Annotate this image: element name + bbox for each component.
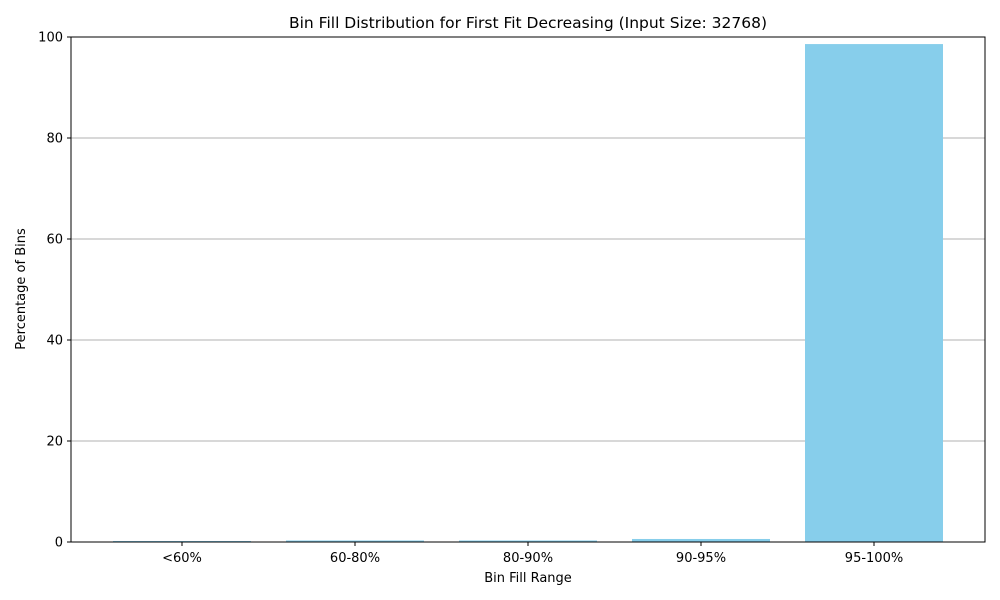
x-tick-label: 90-95% bbox=[676, 551, 726, 566]
x-axis-ticks: <60% 60-80% 80-90% 90-95% 95-100% bbox=[162, 542, 903, 566]
x-tick-label: <60% bbox=[162, 551, 202, 566]
bar bbox=[459, 540, 597, 542]
y-axis-label: Percentage of Bins bbox=[14, 228, 29, 350]
x-tick-label: 60-80% bbox=[330, 551, 380, 566]
y-axis-ticks: 0 20 40 60 80 100 bbox=[38, 31, 71, 551]
x-tick-label: 80-90% bbox=[503, 551, 553, 566]
y-tick-label: 0 bbox=[55, 536, 63, 551]
y-tick-label: 40 bbox=[46, 334, 63, 349]
x-tick-label: 95-100% bbox=[845, 551, 903, 566]
bars bbox=[113, 44, 943, 542]
y-tick-label: 20 bbox=[46, 435, 63, 450]
bar bbox=[632, 538, 770, 542]
chart-title: Bin Fill Distribution for First Fit Decr… bbox=[289, 14, 767, 32]
bar bbox=[286, 540, 424, 542]
bar bbox=[805, 44, 943, 542]
y-tick-label: 60 bbox=[46, 233, 63, 248]
x-axis-label: Bin Fill Range bbox=[484, 571, 572, 586]
y-tick-label: 80 bbox=[46, 132, 63, 147]
y-tick-label: 100 bbox=[38, 31, 63, 46]
bar bbox=[113, 540, 251, 542]
